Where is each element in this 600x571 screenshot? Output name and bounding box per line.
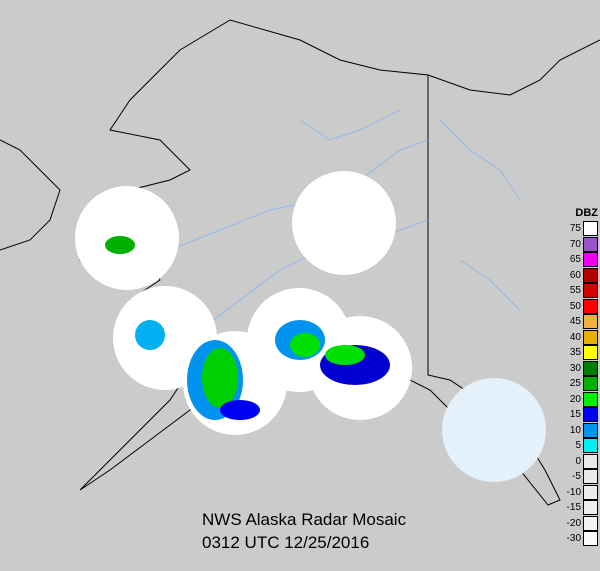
legend-swatch bbox=[583, 283, 598, 299]
precipitation-echoes bbox=[105, 236, 390, 420]
legend-swatch bbox=[583, 453, 598, 469]
legend-label: 60 bbox=[569, 269, 581, 281]
legend-label: -30 bbox=[566, 533, 581, 545]
legend-swatch bbox=[583, 531, 598, 547]
legend-swatch bbox=[583, 438, 598, 454]
legend-swatch bbox=[583, 391, 598, 407]
legend-swatch bbox=[583, 329, 598, 345]
legend-entry: 15 bbox=[566, 407, 600, 423]
legend-label: -10 bbox=[566, 486, 581, 498]
legend-label: -20 bbox=[566, 517, 581, 529]
map-title: NWS Alaska Radar Mosaic bbox=[202, 510, 407, 529]
legend-swatch bbox=[583, 252, 598, 268]
legend-swatch bbox=[583, 484, 598, 500]
legend-swatch bbox=[583, 515, 598, 531]
legend-entry: -30 bbox=[566, 531, 600, 547]
legend-label: 40 bbox=[569, 331, 581, 343]
legend-label: -5 bbox=[572, 471, 581, 483]
legend-swatch bbox=[583, 221, 598, 237]
legend-label: 20 bbox=[569, 393, 581, 405]
legend-swatch bbox=[583, 376, 598, 392]
legend-entry: 75 bbox=[566, 221, 600, 237]
legend-label: 35 bbox=[569, 347, 581, 359]
legend-entry: -15 bbox=[566, 500, 600, 516]
legend-entry: 35 bbox=[566, 345, 600, 361]
legend-entry: 65 bbox=[566, 252, 600, 268]
legend-swatch bbox=[583, 360, 598, 376]
legend-label: 30 bbox=[569, 362, 581, 374]
legend-swatch bbox=[583, 314, 598, 330]
legend-label: 50 bbox=[569, 300, 581, 312]
legend-swatch bbox=[583, 469, 598, 485]
russia-coast bbox=[0, 139, 61, 251]
legend-swatch bbox=[583, 500, 598, 516]
legend-label: 25 bbox=[569, 378, 581, 390]
legend-label: 5 bbox=[575, 440, 581, 452]
legend-label: 55 bbox=[569, 285, 581, 297]
legend-entry: 55 bbox=[566, 283, 600, 299]
legend-label: 0 bbox=[575, 455, 581, 467]
canada-coast bbox=[427, 39, 600, 96]
legend-swatch bbox=[583, 267, 598, 283]
legend-label: 15 bbox=[569, 409, 581, 421]
legend-entry: 25 bbox=[566, 376, 600, 392]
legend-entry: 70 bbox=[566, 236, 600, 253]
legend-label: 65 bbox=[569, 254, 581, 266]
legend-label: -15 bbox=[566, 502, 581, 514]
timestamp: 0312 UTC 12/25/2016 bbox=[202, 533, 370, 552]
legend-swatch bbox=[583, 407, 598, 423]
legend-entry: 0 bbox=[566, 453, 600, 470]
legend-entry: 30 bbox=[566, 360, 600, 377]
legend-entry: 20 bbox=[566, 391, 600, 408]
legend-label: 45 bbox=[569, 316, 581, 328]
legend-swatch bbox=[583, 298, 598, 314]
legend-entry: 60 bbox=[566, 267, 600, 284]
legend-entry: 40 bbox=[566, 329, 600, 346]
dbz-legend: DBZ 75 70 65 60 55 50 45 40 35 30 25 20 15 10 5 0 -5 -10-… bbox=[566, 207, 600, 547]
legend-swatch bbox=[583, 422, 598, 438]
legend-entry: -10 bbox=[566, 484, 600, 501]
legend-label: 75 bbox=[569, 223, 581, 235]
legend-entry: -20 bbox=[566, 515, 600, 532]
legend-unit: DBZ bbox=[575, 207, 598, 219]
legend-entry: 5 bbox=[566, 438, 600, 454]
legend-label: 10 bbox=[569, 424, 581, 436]
legend-entry: 45 bbox=[566, 314, 600, 330]
radar-sitka bbox=[442, 378, 546, 482]
legend-entry: 10 bbox=[566, 422, 600, 439]
legend-swatch bbox=[583, 236, 598, 252]
legend-entry: 50 bbox=[566, 298, 600, 315]
legend-label: 70 bbox=[569, 238, 581, 250]
legend-swatch bbox=[583, 345, 598, 361]
radar-fairbanks bbox=[292, 171, 396, 275]
legend-entry: -5 bbox=[566, 469, 600, 485]
